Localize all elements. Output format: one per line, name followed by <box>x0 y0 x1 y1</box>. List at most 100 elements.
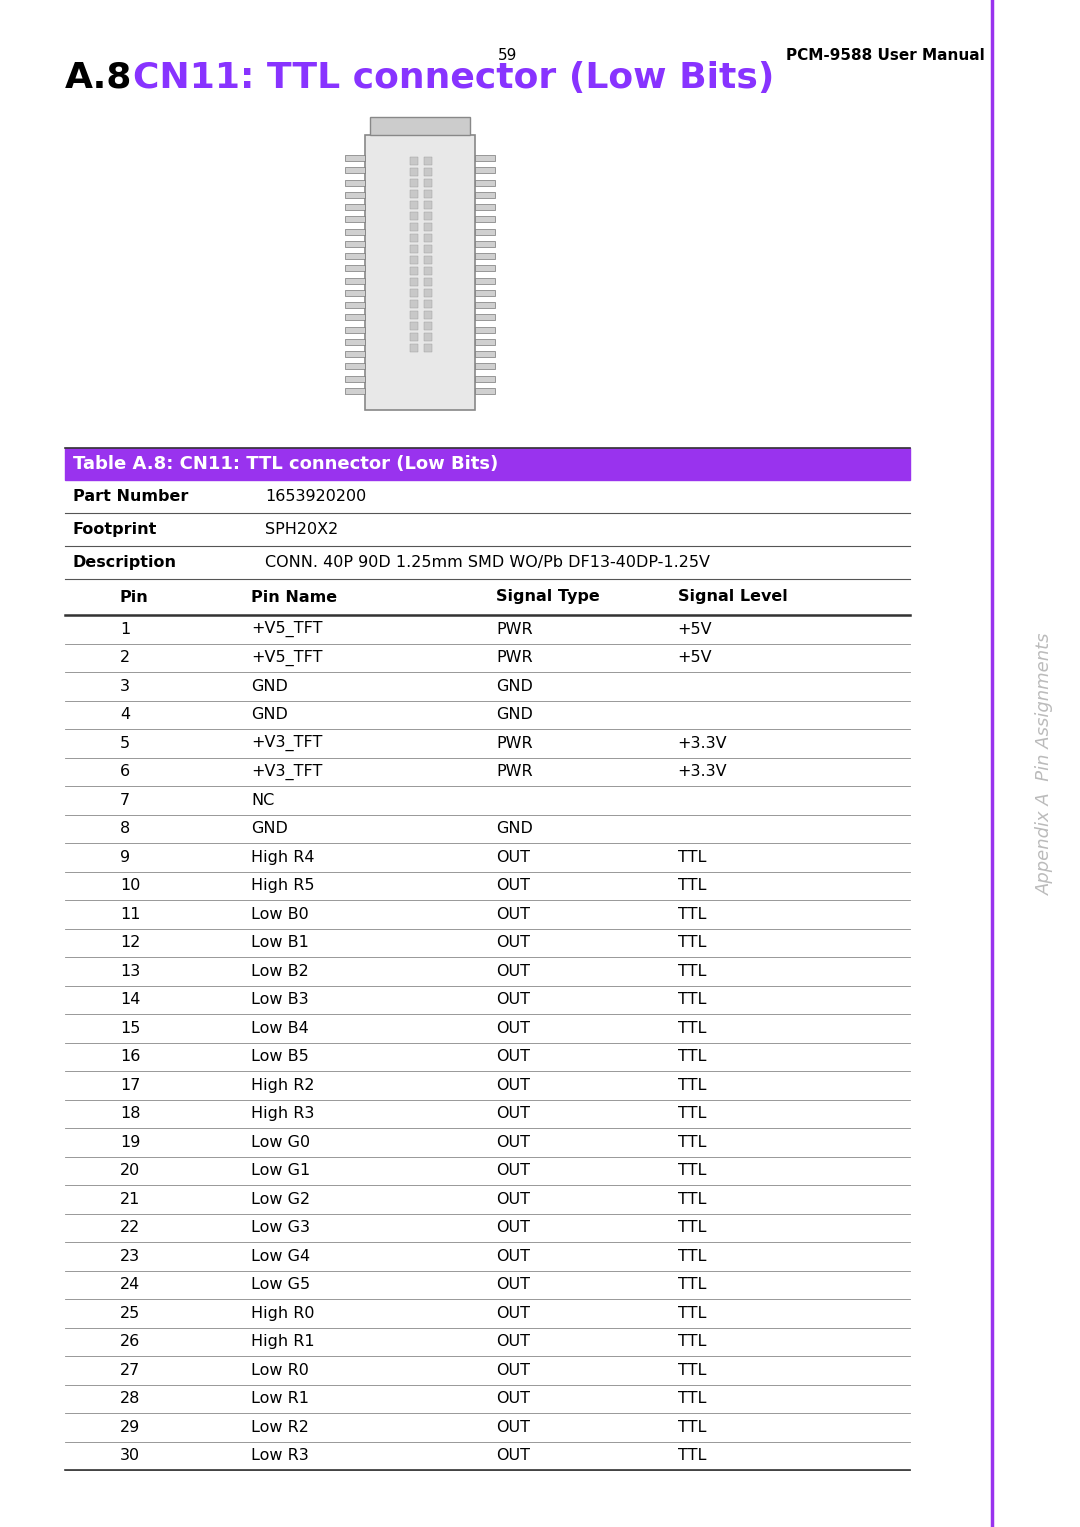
Text: TTL: TTL <box>677 1391 706 1406</box>
Bar <box>345 278 365 284</box>
Bar <box>424 202 432 209</box>
Text: TTL: TTL <box>677 907 706 922</box>
Bar <box>424 333 432 341</box>
Text: Low G3: Low G3 <box>251 1220 310 1235</box>
Bar <box>345 168 365 173</box>
Bar <box>424 312 432 319</box>
Text: 21: 21 <box>120 1191 140 1206</box>
Text: Low G2: Low G2 <box>251 1191 310 1206</box>
Text: 27: 27 <box>120 1362 140 1377</box>
Text: TTL: TTL <box>677 849 706 864</box>
Text: OUT: OUT <box>496 1049 530 1064</box>
Text: OUT: OUT <box>496 1391 530 1406</box>
Text: Low G1: Low G1 <box>251 1164 310 1179</box>
Text: 11: 11 <box>120 907 140 922</box>
Bar <box>424 179 432 186</box>
Bar <box>475 302 495 308</box>
Text: OUT: OUT <box>496 849 530 864</box>
Bar <box>475 217 495 223</box>
Text: 18: 18 <box>120 1106 140 1121</box>
Text: 22: 22 <box>120 1220 140 1235</box>
Text: GND: GND <box>251 822 287 837</box>
Text: 59: 59 <box>498 47 517 63</box>
Bar <box>424 234 432 241</box>
Text: 9: 9 <box>120 849 130 864</box>
Text: +5V: +5V <box>677 621 712 637</box>
Text: Low R0: Low R0 <box>251 1362 309 1377</box>
Text: OUT: OUT <box>496 1277 530 1292</box>
Text: 7: 7 <box>120 793 130 808</box>
Text: TTL: TTL <box>677 878 706 893</box>
Text: TTL: TTL <box>677 1362 706 1377</box>
Bar <box>345 363 365 370</box>
Text: 29: 29 <box>120 1420 140 1435</box>
Text: Table A.8: CN11: TTL connector (Low Bits): Table A.8: CN11: TTL connector (Low Bits… <box>73 455 498 473</box>
Text: Pin Name: Pin Name <box>251 589 337 605</box>
Bar <box>345 302 365 308</box>
Text: 14: 14 <box>120 993 140 1008</box>
Bar <box>345 156 365 160</box>
Text: Appendix A  Pin Assignments: Appendix A Pin Assignments <box>1036 632 1054 895</box>
Text: 12: 12 <box>120 935 140 950</box>
Bar <box>424 278 432 286</box>
Text: GND: GND <box>251 678 287 693</box>
Bar <box>475 253 495 260</box>
Bar <box>410 278 418 286</box>
Text: OUT: OUT <box>496 1249 530 1264</box>
Text: TTL: TTL <box>677 1191 706 1206</box>
Bar <box>410 189 418 199</box>
Text: GND: GND <box>496 822 532 837</box>
Text: 2: 2 <box>120 651 130 666</box>
Bar <box>475 339 495 345</box>
Text: Footprint: Footprint <box>73 522 158 538</box>
Text: 8: 8 <box>120 822 131 837</box>
Text: Low B1: Low B1 <box>251 935 309 950</box>
Bar <box>424 244 432 253</box>
Text: 16: 16 <box>120 1049 140 1064</box>
Text: OUT: OUT <box>496 878 530 893</box>
Text: OUT: OUT <box>496 1020 530 1035</box>
Text: TTL: TTL <box>677 1306 706 1321</box>
Bar <box>345 266 365 272</box>
Text: Low B0: Low B0 <box>251 907 309 922</box>
Bar <box>475 315 495 321</box>
Text: High R2: High R2 <box>251 1078 314 1093</box>
Bar <box>475 266 495 272</box>
Text: PWR: PWR <box>496 651 532 666</box>
Text: 23: 23 <box>120 1249 140 1264</box>
Text: OUT: OUT <box>496 935 530 950</box>
Text: +V3_TFT: +V3_TFT <box>251 734 322 751</box>
Text: TTL: TTL <box>677 1420 706 1435</box>
Text: High R5: High R5 <box>251 878 314 893</box>
Text: +V5_TFT: +V5_TFT <box>251 649 323 666</box>
Text: High R4: High R4 <box>251 849 314 864</box>
Text: 26: 26 <box>120 1335 140 1350</box>
Bar <box>410 257 418 264</box>
Text: 19: 19 <box>120 1135 140 1150</box>
Bar <box>345 290 365 296</box>
Bar <box>410 322 418 330</box>
Text: A.8: A.8 <box>65 61 133 95</box>
Bar <box>410 223 418 231</box>
Text: OUT: OUT <box>496 1191 530 1206</box>
Bar <box>345 241 365 247</box>
Bar <box>475 290 495 296</box>
Bar <box>410 168 418 176</box>
Text: Low R3: Low R3 <box>251 1448 309 1463</box>
Text: 15: 15 <box>120 1020 140 1035</box>
Text: OUT: OUT <box>496 1078 530 1093</box>
Bar <box>424 289 432 296</box>
Text: Low B3: Low B3 <box>251 993 309 1008</box>
Bar <box>345 388 365 394</box>
Text: Low B2: Low B2 <box>251 964 309 979</box>
Text: TTL: TTL <box>677 1078 706 1093</box>
Text: +V5_TFT: +V5_TFT <box>251 621 323 637</box>
Bar <box>475 156 495 160</box>
Text: TTL: TTL <box>677 935 706 950</box>
Text: OUT: OUT <box>496 1135 530 1150</box>
Text: +3.3V: +3.3V <box>677 764 727 779</box>
Text: 28: 28 <box>120 1391 140 1406</box>
Text: OUT: OUT <box>496 1164 530 1179</box>
Text: PWR: PWR <box>496 764 532 779</box>
Text: Low R2: Low R2 <box>251 1420 309 1435</box>
